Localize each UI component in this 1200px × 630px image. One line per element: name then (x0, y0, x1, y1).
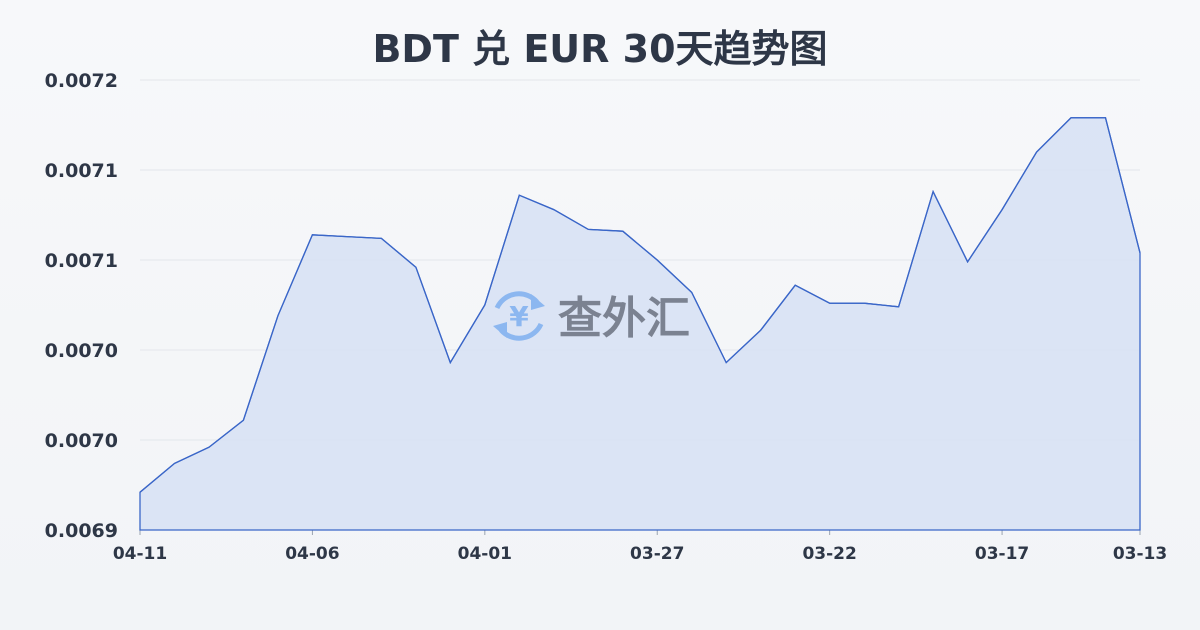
x-tick-label: 04-06 (285, 544, 339, 564)
x-tick-label: 03-27 (630, 544, 684, 564)
watermark: ¥ 查外汇 (493, 291, 690, 344)
svg-text:¥: ¥ (509, 300, 529, 333)
data-points (139, 117, 1141, 493)
y-tick-label: 0.0070 (45, 430, 118, 452)
x-tick-label: 03-17 (975, 544, 1029, 564)
y-tick-label: 0.0070 (45, 340, 118, 362)
chart-title: BDT 兑 EUR 30天趋势图 (372, 27, 828, 71)
x-tick-label: 04-01 (458, 544, 512, 564)
series-line (139, 117, 1141, 493)
yen-exchange-icon: ¥ (493, 291, 545, 341)
y-tick-label: 0.0071 (45, 250, 118, 272)
watermark-text: 查外汇 (558, 293, 690, 344)
y-tick-label: 0.0072 (45, 70, 118, 92)
x-tick-label: 03-22 (802, 544, 856, 564)
x-tick-label: 03-13 (1113, 544, 1167, 564)
y-tick-label: 0.0069 (45, 520, 118, 542)
x-tick-label: 04-11 (113, 544, 167, 564)
y-tick-label: 0.0071 (45, 160, 118, 182)
